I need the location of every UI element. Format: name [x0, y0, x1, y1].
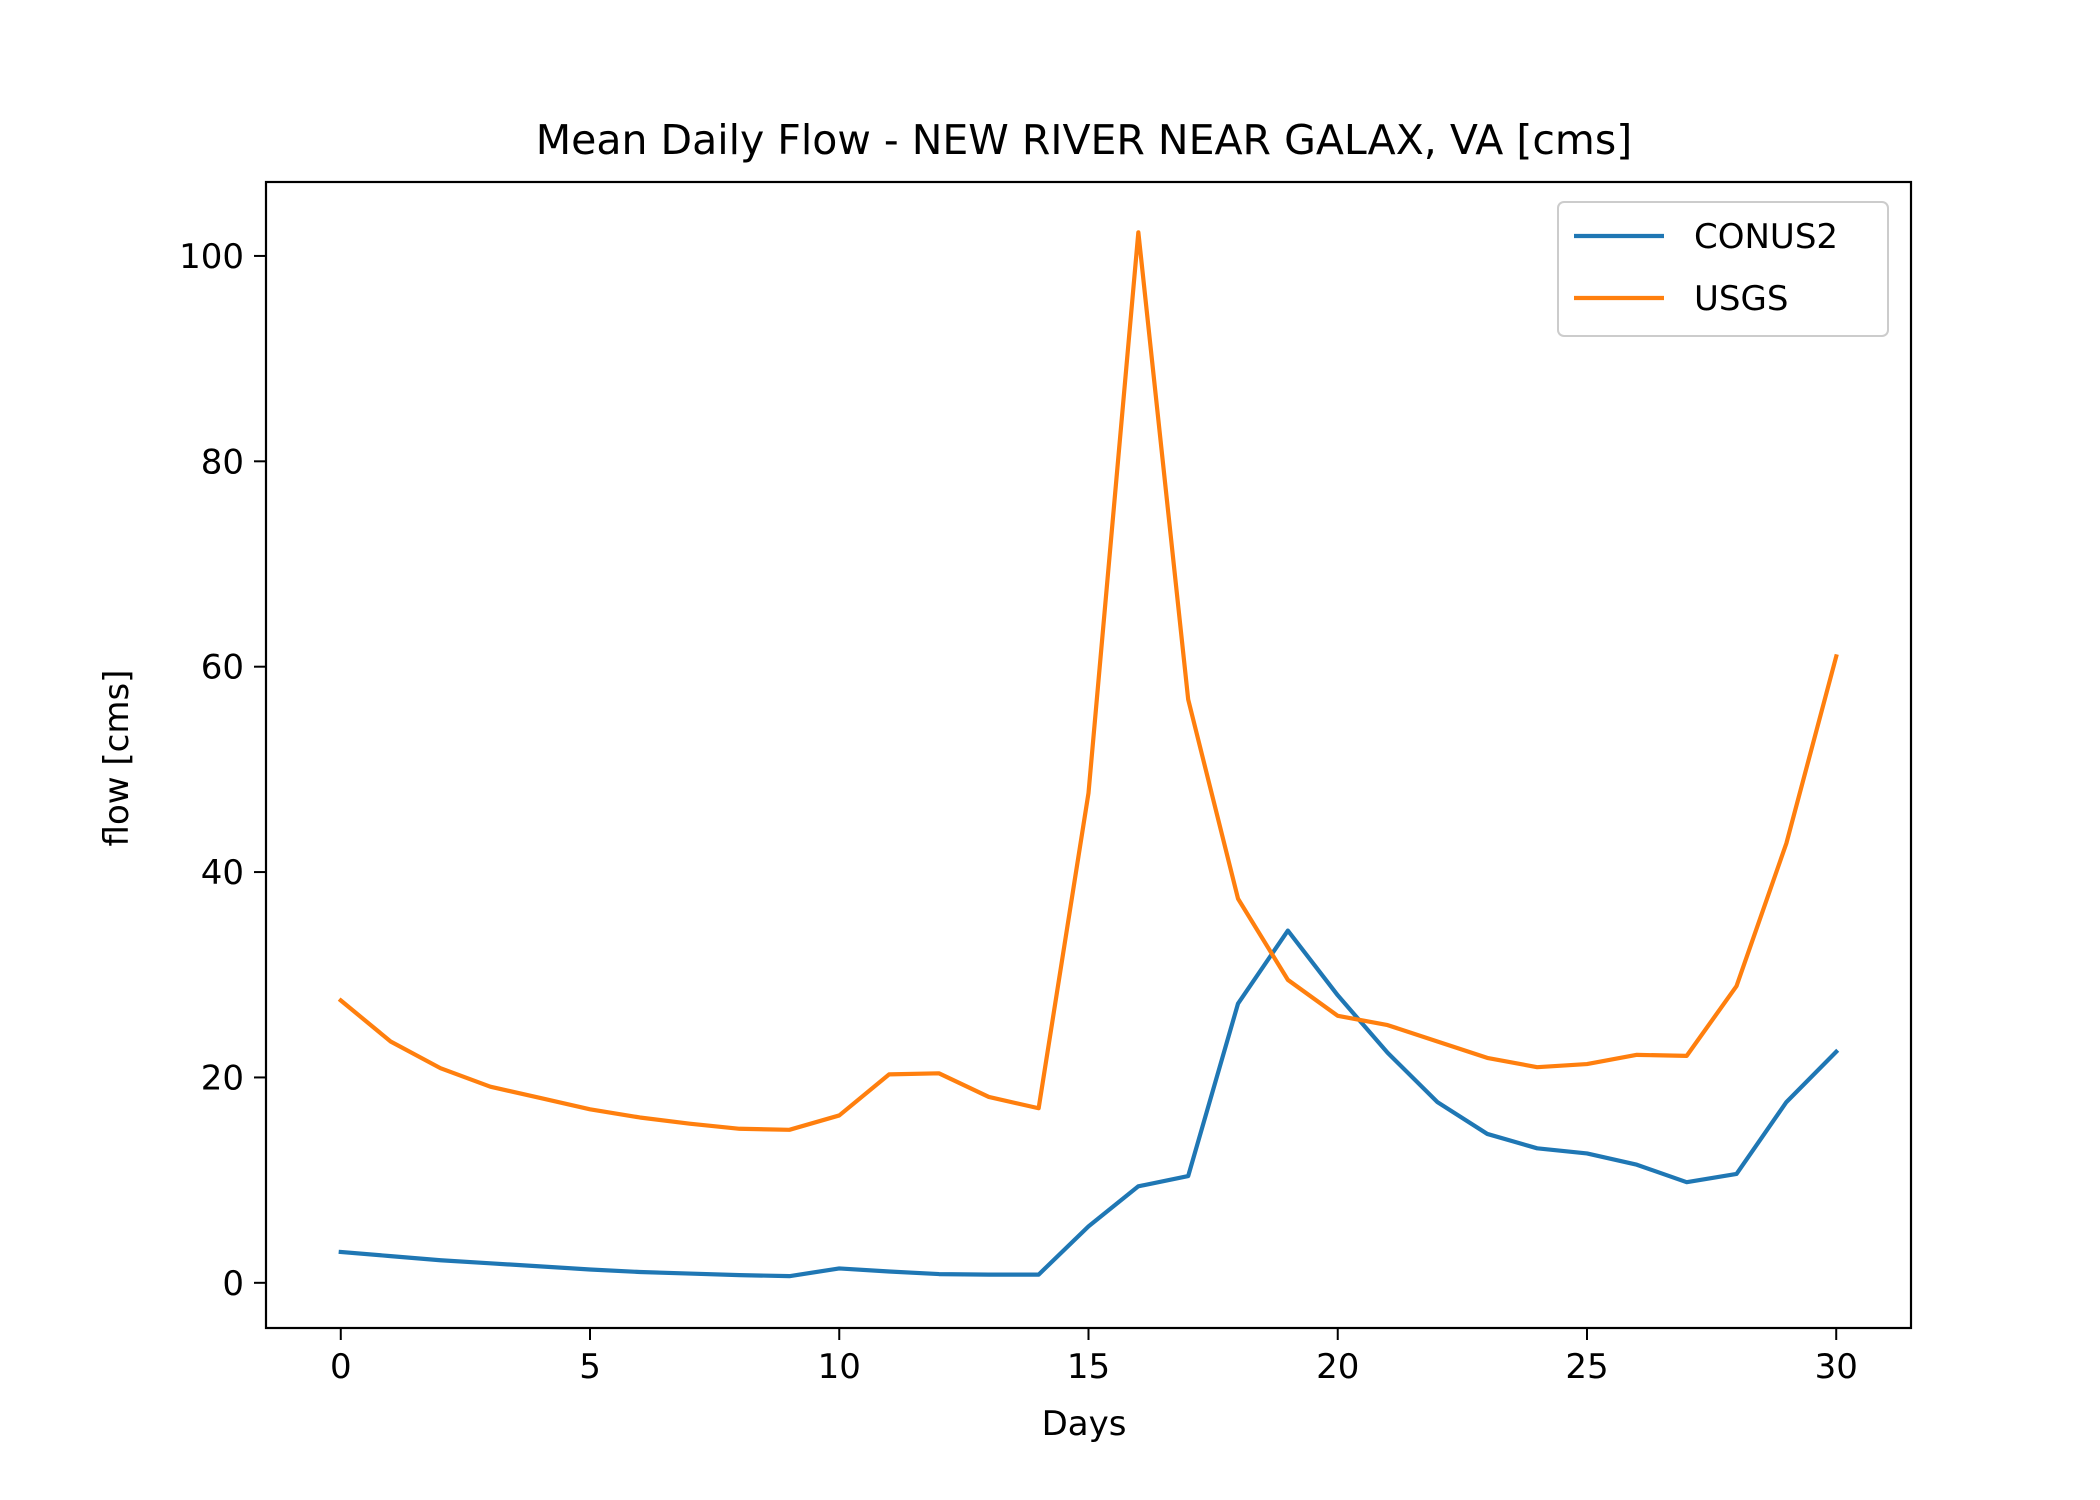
x-tick-label: 20: [1316, 1347, 1359, 1387]
chart-title: Mean Daily Flow - NEW RIVER NEAR GALAX, …: [536, 116, 1632, 164]
series-line-conus2: [338, 928, 1840, 1279]
x-tick-label: 15: [1067, 1347, 1110, 1387]
series-line-usgs: [337, 230, 1839, 1132]
legend: CONUS2 USGS: [1557, 201, 1889, 337]
plot-area: 0 5 10 15 20 25 30 0 20 40 60 80 100: [179, 180, 1913, 1387]
x-tick-label: 0: [330, 1347, 352, 1387]
x-tick-label: 25: [1565, 1347, 1608, 1387]
y-tick-label: 100: [179, 237, 244, 277]
y-tick-label: 60: [201, 648, 244, 688]
x-tick-label: 10: [818, 1347, 861, 1387]
y-axis-label: flow [cms]: [97, 670, 137, 847]
x-axis-label: Days: [1042, 1404, 1127, 1444]
y-tick-label: 0: [222, 1264, 244, 1304]
y-tick-label: 80: [201, 442, 244, 482]
axes-frame: [264, 180, 1913, 1330]
x-tick-label: 30: [1815, 1347, 1858, 1387]
y-tick-label: 40: [201, 853, 244, 893]
legend-label-conus2: CONUS2: [1694, 217, 1838, 257]
legend-label-usgs: USGS: [1694, 279, 1788, 319]
y-tick-label: 20: [201, 1058, 244, 1098]
x-tick-label: 5: [579, 1347, 601, 1387]
